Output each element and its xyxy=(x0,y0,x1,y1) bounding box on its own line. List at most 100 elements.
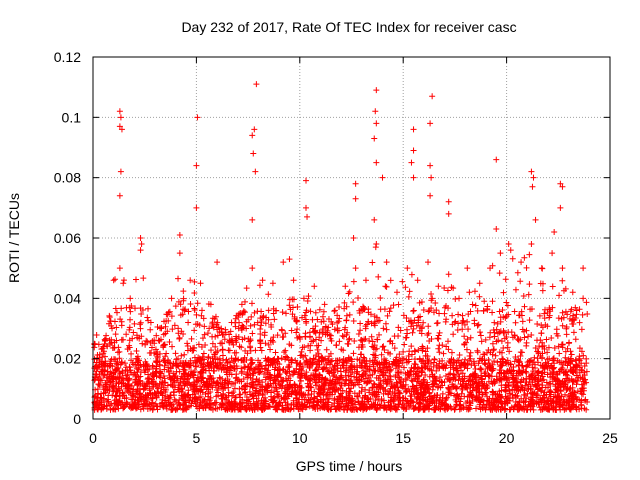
data-point xyxy=(148,349,155,356)
data-point xyxy=(244,368,251,375)
data-point xyxy=(228,319,235,326)
data-point xyxy=(421,385,428,392)
data-point xyxy=(511,308,518,315)
data-point xyxy=(553,386,560,393)
data-point xyxy=(143,337,150,344)
data-point xyxy=(373,391,380,398)
data-point xyxy=(427,360,434,367)
data-point xyxy=(512,354,519,361)
data-point xyxy=(346,377,353,384)
data-point xyxy=(256,377,263,384)
data-point xyxy=(548,334,555,341)
data-point xyxy=(320,308,327,315)
data-point xyxy=(576,306,583,313)
data-point xyxy=(494,359,501,366)
data-point xyxy=(193,383,200,390)
data-point xyxy=(177,301,184,308)
data-point xyxy=(473,394,480,401)
data-point xyxy=(425,403,432,410)
data-point xyxy=(481,298,488,305)
data-point xyxy=(123,331,130,338)
data-point xyxy=(127,295,134,302)
data-point xyxy=(430,363,437,370)
data-point xyxy=(317,398,324,405)
data-point xyxy=(257,368,264,375)
data-point xyxy=(563,368,570,375)
data-point xyxy=(130,386,137,393)
data-point xyxy=(492,395,499,402)
data-point xyxy=(552,383,559,390)
data-point xyxy=(244,350,251,357)
data-point xyxy=(436,310,443,317)
data-point xyxy=(416,372,423,379)
data-point xyxy=(434,384,441,391)
data-point xyxy=(576,345,583,352)
data-point xyxy=(539,280,546,287)
data-point xyxy=(362,403,369,410)
data-point xyxy=(454,391,461,398)
data-point xyxy=(532,382,539,389)
data-point xyxy=(258,308,265,315)
data-point xyxy=(489,367,496,374)
data-point xyxy=(507,361,514,368)
data-point xyxy=(478,378,485,385)
data-point xyxy=(359,372,366,379)
data-point xyxy=(224,406,231,413)
data-point xyxy=(467,355,474,362)
data-point xyxy=(487,364,494,371)
data-point xyxy=(148,403,155,410)
data-point xyxy=(521,303,528,310)
data-point xyxy=(253,81,260,88)
data-point xyxy=(232,394,239,401)
data-point xyxy=(377,294,384,301)
data-point xyxy=(190,359,197,366)
data-point xyxy=(402,284,409,291)
y-tick-label: 0.06 xyxy=(54,230,81,246)
data-point xyxy=(190,386,197,393)
data-point xyxy=(250,370,257,377)
data-point xyxy=(213,393,220,400)
data-point xyxy=(410,147,417,154)
data-point xyxy=(497,363,504,370)
data-point xyxy=(114,358,121,365)
data-point xyxy=(579,385,586,392)
data-point xyxy=(523,363,530,370)
data-point xyxy=(503,382,510,389)
data-point xyxy=(470,360,477,367)
data-point xyxy=(472,371,479,378)
data-point xyxy=(497,367,504,374)
data-point xyxy=(167,376,174,383)
data-point xyxy=(148,344,155,351)
data-point xyxy=(282,330,289,337)
data-point xyxy=(381,346,388,353)
data-point xyxy=(308,391,315,398)
data-point xyxy=(464,360,471,367)
data-point xyxy=(231,399,238,406)
data-point xyxy=(231,357,238,364)
data-point xyxy=(390,403,397,410)
data-point xyxy=(318,318,325,325)
data-point xyxy=(264,381,271,388)
data-point xyxy=(247,357,254,364)
data-point xyxy=(387,337,394,344)
data-point xyxy=(358,343,365,350)
data-point xyxy=(127,316,134,323)
data-point xyxy=(498,395,505,402)
data-point xyxy=(399,278,406,285)
data-point xyxy=(96,402,103,409)
data-point xyxy=(123,304,130,311)
data-point xyxy=(115,405,122,412)
data-point xyxy=(567,357,574,364)
data-point xyxy=(128,302,135,309)
data-point xyxy=(247,347,254,354)
data-point xyxy=(331,308,338,315)
data-point xyxy=(394,369,401,376)
data-point xyxy=(338,393,345,400)
data-point xyxy=(258,319,265,326)
data-point xyxy=(400,348,407,355)
data-point xyxy=(569,384,576,391)
data-point xyxy=(567,368,574,375)
data-point xyxy=(237,309,244,316)
data-point xyxy=(506,387,513,394)
data-point xyxy=(323,346,330,353)
